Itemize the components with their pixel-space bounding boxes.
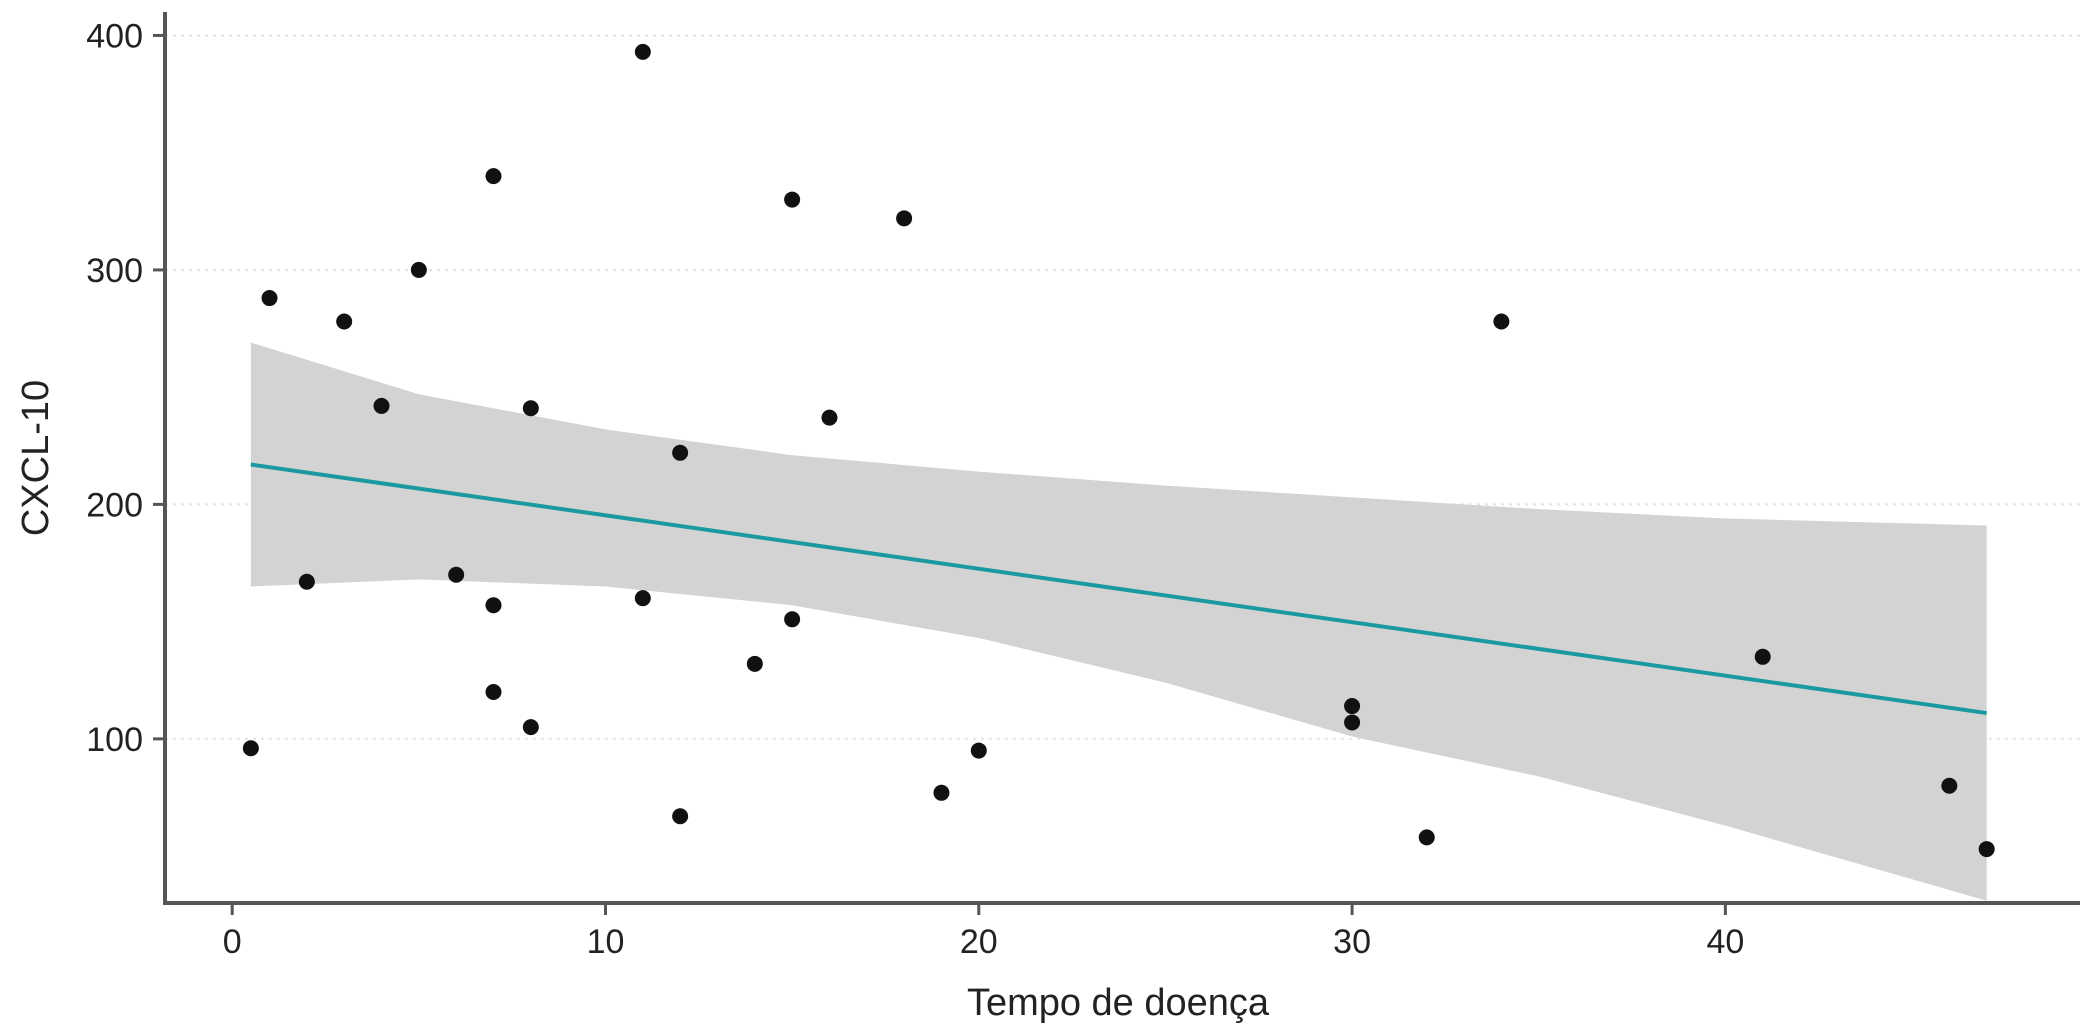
data-point (522, 719, 539, 736)
data-point (784, 611, 801, 628)
y-axis-ticks: 100 200 300 400 (86, 17, 165, 759)
data-point (242, 740, 259, 757)
confidence-band (250, 342, 1987, 901)
x-axis-ticks: 0 10 20 30 40 (223, 903, 1744, 961)
data-point (933, 784, 950, 801)
data-point (410, 261, 427, 278)
data-point (1344, 698, 1361, 715)
x-tick-label-0: 0 (223, 923, 242, 961)
data-point (1493, 313, 1510, 330)
data-point (746, 655, 763, 672)
y-tick-label-100: 100 (86, 721, 143, 759)
data-point (634, 590, 651, 607)
data-point (373, 397, 390, 414)
x-tick-label-40: 40 (1706, 923, 1744, 961)
data-points (242, 43, 1995, 858)
x-axis-title: Tempo de doença (967, 982, 1270, 1024)
data-point (298, 573, 315, 590)
data-point (1941, 777, 1958, 794)
data-point (522, 400, 539, 417)
data-point (1418, 829, 1435, 846)
data-point (336, 313, 353, 330)
data-point (672, 444, 689, 461)
data-point (485, 168, 502, 185)
data-point (1978, 841, 1995, 858)
data-point (821, 409, 838, 426)
x-tick-label-10: 10 (587, 923, 625, 961)
y-tick-label-200: 200 (86, 486, 143, 524)
data-point (448, 566, 465, 583)
data-point (1754, 648, 1771, 665)
data-point (970, 742, 987, 759)
data-point (1344, 714, 1361, 731)
data-point (485, 597, 502, 614)
data-point (896, 210, 913, 227)
y-tick-label-300: 300 (86, 252, 143, 290)
fit-line-layer (250, 462, 1987, 716)
data-point (672, 808, 689, 825)
y-tick-label-400: 400 (86, 17, 143, 55)
x-tick-label-20: 20 (960, 923, 998, 961)
data-point (784, 191, 801, 208)
x-tick-label-30: 30 (1333, 923, 1371, 961)
data-point (485, 683, 502, 700)
y-axis-title: CXCL-10 (15, 380, 57, 536)
regression-line (250, 462, 1987, 716)
confidence-band-layer (250, 342, 1987, 901)
data-point (634, 43, 651, 60)
data-point (261, 290, 278, 307)
